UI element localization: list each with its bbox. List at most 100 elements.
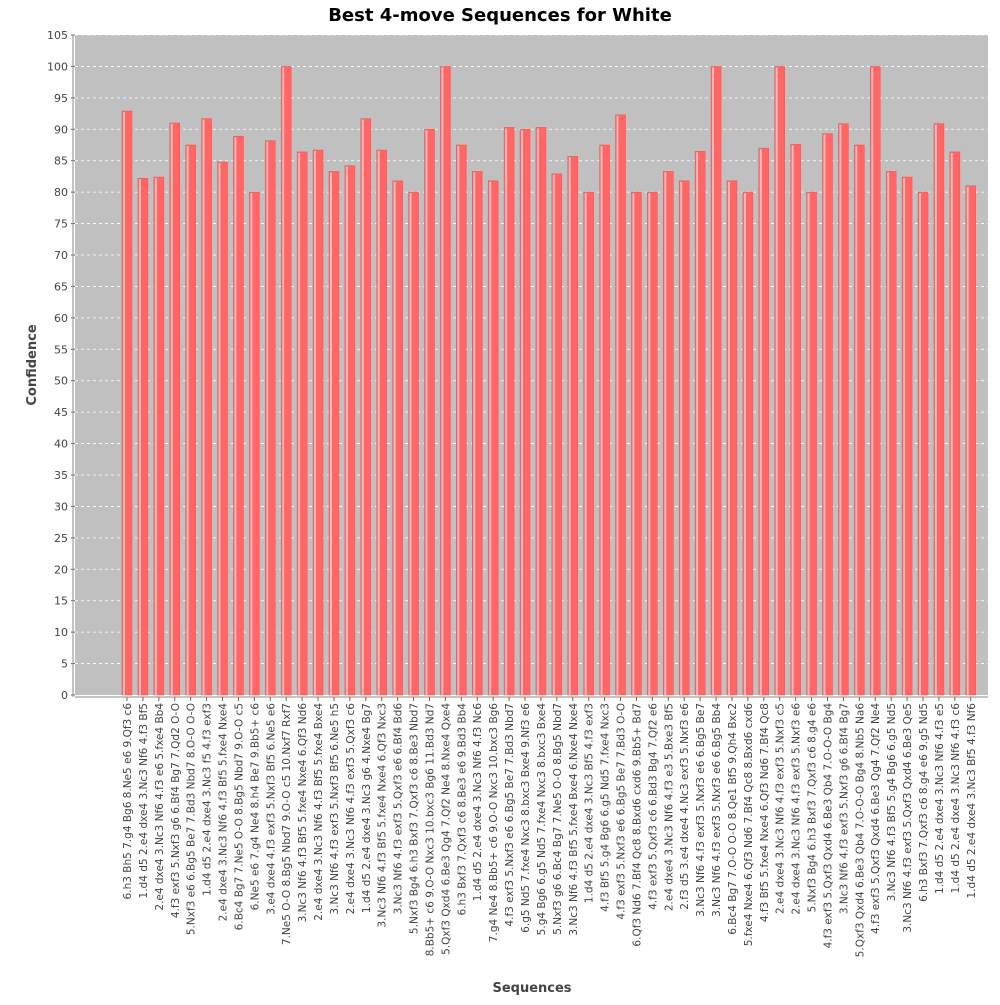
- x-tick-label: 3.e4 dxe4 4.f3 exf3 5.Nxf3 Bf5 6.Ne5 e6: [265, 703, 277, 915]
- bar: [280, 66, 292, 696]
- bar-highlight: [282, 67, 285, 695]
- bar-highlight: [903, 178, 906, 696]
- bar-highlight: [473, 172, 476, 695]
- bar: [758, 147, 770, 696]
- x-tick-label: 5.Qxf3 Qxd4 6.Be3 Qg4 7.Qf2 Ne4 8.Nxe4 Q…: [440, 703, 452, 955]
- bar-highlight: [600, 146, 603, 695]
- bar: [456, 144, 467, 696]
- bar-highlight: [919, 193, 921, 695]
- bar: [169, 122, 181, 696]
- x-tick-label: 4.f3 Bf5 5.fxe4 Nxe4 6.Qf3 Nd6 7.Bf4 Qc8: [759, 703, 771, 922]
- bar-highlight: [807, 193, 810, 695]
- bar-highlight: [521, 130, 523, 696]
- y-tick-label: 100: [47, 60, 68, 73]
- bar: [503, 127, 515, 696]
- x-tick-label: 1.d4 d5 2.e4 dxe4 3.Nc3 Nf6 4.f3 Nc6: [472, 703, 484, 902]
- bar-highlight: [138, 179, 141, 696]
- bar: [838, 123, 849, 696]
- bar-highlight: [775, 67, 778, 695]
- bar-highlight: [361, 119, 364, 696]
- bar: [965, 185, 977, 696]
- y-tick-label: 65: [54, 280, 68, 293]
- bar: [917, 191, 929, 696]
- bar: [567, 156, 579, 696]
- x-tick-label: 6.Bc4 Bg7 7.O-O O-O 8.Qe1 Bf5 9.Qh4 Bxc2: [727, 703, 739, 935]
- x-tick-label: 3.Nc3 Nf6 4.f3 Bf5 5.fxe4 Bxe4 6.Nxe4 Nx…: [568, 703, 580, 936]
- x-tick-label: 2.e4 dxe4 3.Nc3 Nf6 4.f3 exf3 5.Nxf3 e6: [791, 703, 803, 915]
- x-tick-label: 7.g4 Ne4 8.Bb5+ c6 9.O-O Nxc3 10.bxc3 Bg…: [488, 703, 500, 943]
- x-tick-label: 4.f3 exf3 5.Nxf3 g6 6.Bf4 Bg7 7.Qd2 O-O: [170, 703, 182, 918]
- x-axis: 6.h3 Bh5 7.g4 Bg6 8.Ne5 e6 9.Qf3 c6 1.d4 …: [75, 696, 988, 957]
- bar: [535, 127, 547, 696]
- x-tick-label: 6.Qf3 Nd6 7.Bf4 Qc8 8.Bxd6 cxd6 9.Bb5+ B…: [631, 703, 643, 947]
- x-tick-label: 2.e4 dxe4 3.Nc3 Nf6 4.f3 e6 5.fxe4 Bb4: [154, 703, 166, 911]
- bar-highlight: [950, 152, 953, 695]
- y-tick-label: 35: [54, 469, 68, 482]
- bar: [933, 123, 945, 696]
- x-tick-label: 4.f3 exf3 5.Nxf3 e6 6.Bg5 Be7 7.Bd3 O-O: [616, 703, 628, 920]
- y-tick-label: 25: [54, 532, 68, 545]
- bar-highlight: [329, 172, 332, 695]
- x-tick-label: 5.Nxf3 g6 6.Bc4 Bg7 7.Ne5 O-O 8.Bg5 Nbd7: [552, 703, 564, 935]
- bar-highlight: [234, 137, 237, 695]
- x-tick-label: 6.h3 Bh5 7.g4 Bg6 8.Ne5 e6 9.Qf3 c6: [122, 703, 134, 900]
- bar: [328, 171, 340, 696]
- x-tick-label: 2.f3 d5 3.e4 dxe4 4.Nc3 exf3 5.Nxf3 e6: [679, 703, 691, 910]
- bar-highlight: [648, 193, 651, 695]
- bar-highlight: [457, 146, 460, 695]
- chart-title: Best 4-move Sequences for White: [328, 5, 672, 26]
- bar: [217, 161, 228, 696]
- bar: [519, 129, 531, 696]
- bar: [869, 66, 881, 696]
- bar: [392, 180, 403, 696]
- x-tick-label: 3.Nc3 Nf6 4.f3 exf3 5.Nxf3 g6 6.Bf4 Bg7: [838, 703, 850, 914]
- bar: [296, 151, 308, 696]
- bar: [185, 144, 196, 696]
- x-tick-label: 1.d4 d5 2.e4 dxe4 3.Nc3 Bf5 4.f3 Nf6: [966, 703, 978, 899]
- bar-highlight: [489, 181, 492, 696]
- bar: [742, 191, 754, 696]
- x-tick-label: 7.Ne5 O-O 8.Bg5 Nbd7 9.O-O c5 10.Nxf7 Rx…: [281, 703, 293, 945]
- y-tick-label: 10: [54, 626, 68, 639]
- bar-highlight: [505, 128, 508, 695]
- bar: [583, 191, 594, 696]
- y-axis: 0 5 10 15 20 25 30 35 40 45 50 55 60 65 70 75 80 85 90 95 10…: [47, 29, 75, 702]
- bar: [726, 180, 738, 696]
- y-tick-label: 105: [47, 29, 68, 42]
- x-tick-label: 2.e4 dxe4 3.Nc3 Nf6 4.f3 Bf5 5.fxe4 Nxe4: [218, 703, 230, 922]
- x-tick-label: 1.d4 d5 2.e4 dxe4 3.Nc3 Nf6 4.f3 e5: [934, 703, 946, 894]
- bar-highlight: [536, 128, 539, 695]
- x-tick-label: 1.d4 d5 2.e4 dxe4 3.Nc3 Bf5 4.f3 exf3: [584, 703, 596, 903]
- bar: [806, 191, 817, 696]
- bar: [901, 176, 913, 696]
- bar: [265, 140, 276, 696]
- bar-highlight: [791, 145, 794, 695]
- bar-highlight: [409, 193, 412, 695]
- x-tick-label: 4.f3 exf3 5.Qxf3 Qxd4 6.Be3 Qb4 7.O-O-O …: [822, 703, 834, 949]
- x-tick-label: 5.Nxf3 e6 6.Bg5 Be7 7.Bd3 Nbd7 8.O-O O-O: [186, 703, 198, 935]
- bar-highlight: [170, 124, 173, 695]
- y-tick-label: 15: [54, 595, 68, 608]
- y-tick-label: 50: [54, 375, 68, 388]
- bar-highlight: [839, 124, 842, 696]
- x-tick-label: 3.Nc3 Nf6 4.f3 exf3 5.Nxf3 e6 6.Bg5 Bb4: [711, 703, 723, 917]
- y-tick-label: 5: [61, 658, 68, 671]
- x-tick-label: 2.e4 dxe4 3.Nc3 Nf6 4.f3 exf3 5.Qxf3 c6: [345, 703, 357, 915]
- bar-highlight: [250, 193, 253, 695]
- x-tick-label: 5.fxe4 Nxe4 6.Qf3 Nd6 7.Bf4 Qc8 8.Bxd6 c…: [743, 703, 755, 947]
- bar: [137, 178, 149, 696]
- bar: [678, 180, 690, 696]
- bar-highlight: [154, 178, 157, 696]
- bar: [885, 171, 897, 696]
- bar-highlight: [759, 149, 762, 696]
- y-tick-label: 75: [54, 218, 68, 231]
- bar: [631, 191, 642, 696]
- bar-highlight: [345, 166, 348, 695]
- y-tick-label: 80: [54, 186, 68, 199]
- bar: [774, 66, 785, 696]
- bar-highlight: [934, 124, 937, 696]
- bar-highlight: [743, 193, 746, 695]
- y-tick-label: 45: [54, 406, 68, 419]
- x-tick-label: 3.Nc3 Nf6 4.f3 exf3 5.Nxf3 Bf5 6.Ne5 h5: [329, 703, 341, 915]
- y-tick-label: 85: [54, 155, 68, 168]
